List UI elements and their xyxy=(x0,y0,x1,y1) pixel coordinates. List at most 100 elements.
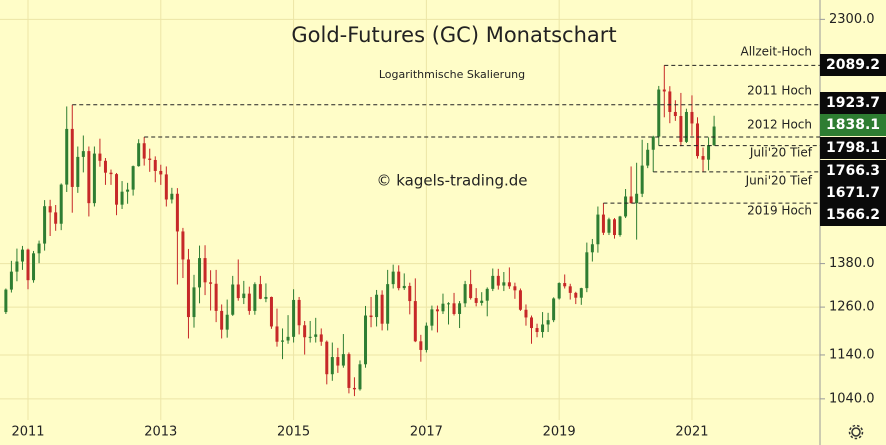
candle-body xyxy=(225,314,229,330)
y-tick-label: 1040.0 xyxy=(829,391,875,406)
candle-body xyxy=(43,206,47,244)
candle-body xyxy=(386,284,390,324)
candle-body xyxy=(275,326,279,342)
candle-body xyxy=(530,317,534,329)
level-box xyxy=(820,182,886,204)
level-box xyxy=(820,160,886,182)
grid xyxy=(0,0,820,420)
candle-body xyxy=(518,290,522,310)
candle-body xyxy=(601,214,605,233)
last-price: 1838.1 xyxy=(826,117,880,133)
candle-body xyxy=(220,310,224,330)
level-label: Allzeit-Hoch xyxy=(741,45,813,59)
candle-body xyxy=(546,320,550,325)
candle-body xyxy=(281,340,285,342)
candle-body xyxy=(81,151,85,157)
candle-body xyxy=(469,284,473,299)
y-tick-label: 1260.0 xyxy=(829,300,875,315)
candle-body xyxy=(380,294,384,324)
candle-body xyxy=(87,151,91,204)
settings-icon[interactable] xyxy=(848,424,864,440)
level-value: 2089.2 xyxy=(826,57,880,73)
level-value: 1671.7 xyxy=(826,185,880,201)
candle-body xyxy=(646,149,650,166)
candle-body xyxy=(9,271,13,290)
candle-body xyxy=(596,214,600,245)
candle-body xyxy=(635,193,639,204)
candle-body xyxy=(37,243,41,254)
candle-body xyxy=(673,111,677,117)
candle-body xyxy=(352,387,356,390)
candle-body xyxy=(447,303,451,305)
candle-body xyxy=(413,301,417,342)
candle-body xyxy=(541,324,545,333)
candle-body xyxy=(65,128,69,185)
candle-body xyxy=(159,170,163,175)
candle-body xyxy=(242,293,246,299)
level-label: Juni'20 Tief xyxy=(745,174,813,188)
candle-body xyxy=(524,309,528,318)
level-label: 2019 Hoch xyxy=(747,204,812,218)
candle-body xyxy=(712,126,716,146)
candle-body xyxy=(612,219,616,236)
candle-body xyxy=(54,212,58,224)
level-label: 2012 Hoch xyxy=(747,118,812,132)
candle-body xyxy=(32,253,36,281)
candle-body xyxy=(458,303,462,314)
candle-body xyxy=(308,336,312,338)
candle-body xyxy=(402,285,406,289)
candle-body xyxy=(474,298,478,303)
candle-body xyxy=(695,123,699,157)
level-box xyxy=(820,137,886,159)
candle-body xyxy=(690,111,694,124)
candle-body xyxy=(319,334,323,342)
candle-body xyxy=(535,328,539,333)
candle-body xyxy=(491,275,495,289)
candle-body xyxy=(496,275,500,286)
candle-body xyxy=(585,252,589,289)
candle-body xyxy=(684,111,688,142)
x-tick-label: 2015 xyxy=(277,425,310,440)
candle-body xyxy=(552,298,556,321)
candle-body xyxy=(109,172,113,175)
level-box xyxy=(820,92,886,114)
candle-body xyxy=(170,193,174,200)
candle-body xyxy=(131,166,135,190)
candle-body xyxy=(203,258,207,283)
candle-body xyxy=(574,292,578,298)
candle-body xyxy=(424,325,428,350)
candle-body xyxy=(103,160,107,173)
candle-body xyxy=(480,300,484,303)
candle-body xyxy=(419,341,423,350)
x-tick-label: 2021 xyxy=(675,425,708,440)
level-value: 1923.7 xyxy=(826,95,880,111)
candle-body xyxy=(563,283,567,287)
candle-body xyxy=(70,128,74,187)
candle-body xyxy=(325,341,329,375)
candle-body xyxy=(679,116,683,142)
level-label: 2011 Hoch xyxy=(747,84,812,98)
candle-body xyxy=(651,136,655,150)
chart-subtitle: Logarithmische Skalierung xyxy=(379,68,525,81)
candle-body xyxy=(175,193,179,232)
candle-body xyxy=(391,271,395,285)
candle-body xyxy=(164,174,168,200)
candle-body xyxy=(181,231,185,260)
candle-body xyxy=(236,284,240,299)
candle-body xyxy=(513,286,517,291)
candle-body xyxy=(408,285,412,302)
candle-body xyxy=(92,153,96,204)
x-tick-label: 2017 xyxy=(410,425,443,440)
candle-body xyxy=(502,282,506,286)
level-label: Juli'20 Tief xyxy=(749,146,813,160)
candle-body xyxy=(231,284,235,315)
candle-body xyxy=(264,296,268,299)
candle-body xyxy=(369,315,373,318)
candle-body xyxy=(397,271,401,289)
candle-body xyxy=(330,357,334,375)
candle-body xyxy=(441,303,445,312)
candle-body xyxy=(76,156,80,187)
candle-body xyxy=(126,189,130,192)
candle-body xyxy=(618,216,622,236)
